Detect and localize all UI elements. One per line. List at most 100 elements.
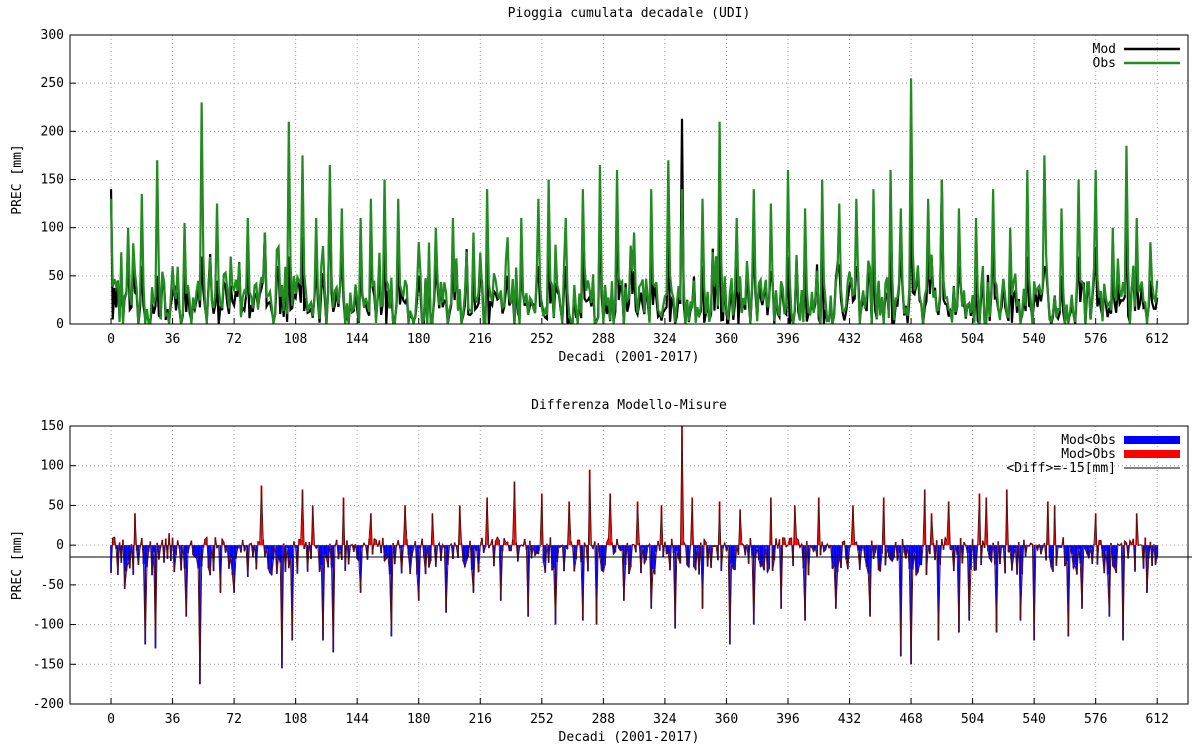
- diff-bar-negative: [604, 545, 606, 566]
- diff-bar-negative: [269, 545, 271, 574]
- diff-bar-negative: [1111, 545, 1114, 567]
- diff-bar-negative: [499, 545, 502, 601]
- diff-bar-negative: [530, 545, 533, 559]
- diff-bar-negative: [995, 545, 998, 633]
- diff-bar-negative: [1069, 545, 1071, 548]
- diff-bar-negative: [236, 545, 239, 550]
- diff-bar-negative: [1105, 545, 1107, 552]
- diff-bar-negative: [270, 545, 273, 576]
- diff-bar-positive: [769, 497, 772, 546]
- diff-bar-negative: [899, 545, 902, 657]
- diff-bar-negative: [352, 545, 355, 552]
- diff-bar-negative: [645, 545, 647, 560]
- diff-bar-negative: [600, 545, 603, 571]
- bottom-x-tick-label: 108: [284, 712, 307, 727]
- diff-bar-positive: [404, 505, 406, 546]
- diff-bar-negative: [758, 545, 760, 561]
- diff-bar-negative: [687, 545, 690, 568]
- diff-bar-negative: [563, 545, 565, 572]
- diff-bar-negative: [864, 545, 866, 558]
- diff-bar-negative: [210, 545, 213, 547]
- diff-outline: [110, 426, 1158, 685]
- top-x-tick-label: 504: [961, 332, 985, 347]
- diff-bar-positive: [258, 542, 261, 546]
- diff-bar-negative: [845, 545, 848, 560]
- diff-bar-negative: [1036, 545, 1039, 551]
- diff-bar-negative: [212, 545, 215, 572]
- diff-bar-negative: [1075, 545, 1078, 575]
- diff-bar-negative: [1077, 545, 1080, 550]
- diff-bar-positive: [923, 489, 926, 546]
- diff-bar-negative: [1009, 545, 1012, 552]
- diff-bar-negative: [1147, 545, 1150, 559]
- diff-bar-negative: [339, 545, 341, 551]
- diff-bar-negative: [1108, 545, 1111, 617]
- bottom-x-tick-label: 324: [653, 712, 677, 727]
- diff-bar-negative: [428, 545, 430, 568]
- diff-bar-negative: [558, 545, 560, 548]
- diff-bar-negative: [1014, 545, 1017, 549]
- diff-bar-negative: [1079, 545, 1082, 564]
- diff-bar-negative: [580, 545, 583, 563]
- top-y-tick-label: 150: [41, 173, 64, 188]
- diff-bar-positive: [496, 537, 499, 546]
- diff-bar-negative: [1082, 545, 1085, 548]
- diff-bar-negative: [619, 545, 622, 551]
- diff-bar-negative: [860, 545, 863, 551]
- diff-bar-negative: [518, 545, 521, 548]
- diff-bar-negative: [477, 545, 480, 573]
- diff-bar-negative: [628, 545, 630, 575]
- bottom-y-tick-label: -200: [33, 697, 64, 712]
- diff-bar-negative: [231, 545, 234, 576]
- diff-bar-negative: [175, 545, 177, 556]
- diff-bar-negative: [390, 545, 393, 637]
- diff-bar-negative: [1115, 545, 1118, 573]
- diff-bar-negative: [1021, 545, 1024, 575]
- diff-bar-negative: [1086, 545, 1089, 555]
- top-x-tick-label: 180: [407, 332, 430, 347]
- diff-bar-positive: [718, 501, 721, 546]
- bottom-y-axis-label: PREC [mm]: [10, 530, 25, 600]
- diff-bar-negative: [917, 545, 919, 573]
- diff-bar-negative: [467, 545, 470, 557]
- diff-bar-negative: [1101, 545, 1104, 557]
- diff-bar-negative: [677, 545, 680, 559]
- diff-bar-negative: [532, 545, 535, 547]
- diff-bar-negative: [154, 545, 157, 649]
- diff-bar-negative: [713, 545, 716, 547]
- diff-bar-negative: [828, 545, 830, 549]
- bottom-y-tick-label: 150: [41, 419, 64, 434]
- diff-bar-negative: [599, 545, 601, 558]
- diff-bar-positive: [788, 538, 791, 546]
- diff-bar-negative: [1067, 545, 1070, 637]
- diff-bar-negative: [323, 545, 326, 555]
- diff-bar-negative: [275, 545, 278, 574]
- bottom-x-tick-label: 396: [776, 712, 799, 727]
- diff-bar-negative: [383, 545, 386, 562]
- bottom-legend-swatch: [1124, 450, 1180, 458]
- diff-bar-negative: [393, 545, 396, 565]
- top-legend-label: Mod: [1093, 42, 1116, 57]
- top-legend-label: Obs: [1093, 56, 1116, 71]
- diff-bar-negative: [547, 545, 550, 563]
- diff-bar-negative: [1050, 545, 1053, 568]
- top-plot-frame: [69, 34, 1189, 325]
- diff-bar-negative: [641, 545, 644, 548]
- diff-bar-negative: [966, 545, 969, 553]
- diff-bar-negative: [181, 545, 184, 546]
- diff-bar-negative: [332, 545, 335, 653]
- bottom-x-tick-label: 540: [1022, 712, 1045, 727]
- diff-bar-negative: [327, 545, 330, 568]
- diff-bar-negative: [1151, 545, 1153, 566]
- diff-bar-positive: [795, 538, 798, 546]
- diff-bar-negative: [493, 545, 495, 567]
- diff-bar-negative: [715, 545, 718, 547]
- bottom-x-tick-label: 576: [1084, 712, 1107, 727]
- diff-bar-negative: [286, 545, 289, 549]
- diff-bar-negative: [1087, 545, 1090, 559]
- diff-bar-negative: [910, 545, 912, 665]
- diff-bar-negative: [385, 545, 388, 559]
- diff-bar-negative: [975, 545, 977, 571]
- diff-bar-negative: [761, 545, 764, 566]
- diff-bar-positive: [681, 426, 683, 546]
